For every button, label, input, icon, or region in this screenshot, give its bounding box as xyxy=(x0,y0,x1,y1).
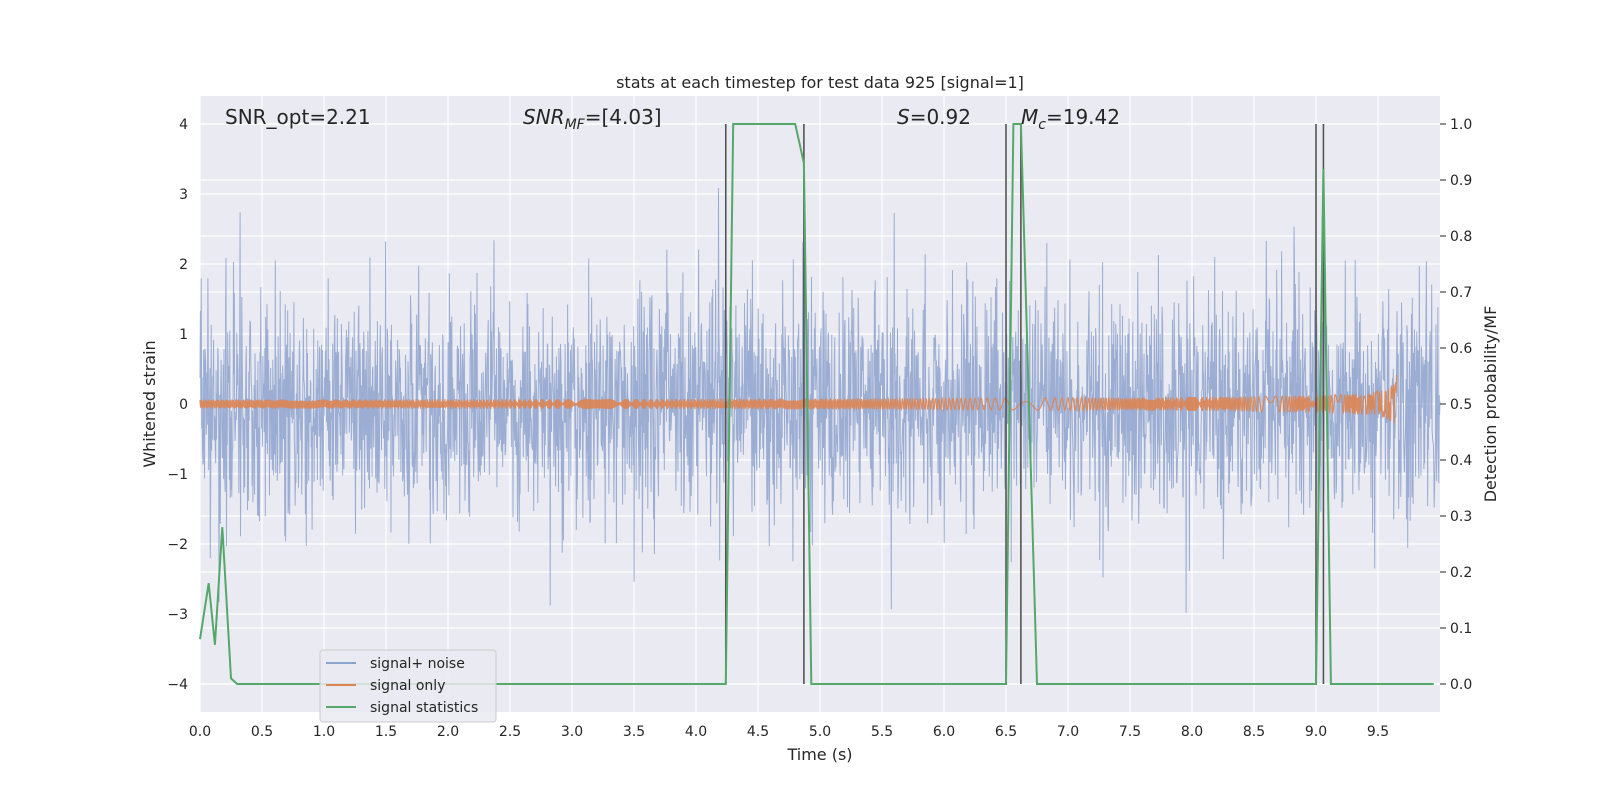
x-tick-label: 0.0 xyxy=(189,724,211,740)
y-right-tick-label: 0.7 xyxy=(1450,285,1472,301)
x-tick-label: 8.0 xyxy=(1181,724,1203,740)
x-tick-label: 7.0 xyxy=(1057,724,1079,740)
y-left-tick-label: −2 xyxy=(167,537,188,553)
signal-statistics-line xyxy=(199,123,1434,685)
x-tick-label: 8.5 xyxy=(1243,724,1265,740)
x-tick-label: 3.0 xyxy=(561,724,583,740)
x-tick-label: 3.5 xyxy=(623,724,645,740)
x-tick-label: 4.0 xyxy=(685,724,707,740)
s-annotation: S=0.92 xyxy=(897,105,971,129)
x-tick-label: 1.5 xyxy=(375,724,397,740)
legend-label-signal-statistics: signal statistics xyxy=(370,700,478,716)
y-left-tick-label: 2 xyxy=(179,257,188,273)
x-tick-label: 7.5 xyxy=(1119,724,1141,740)
x-tick-label: 2.5 xyxy=(499,724,521,740)
x-axis-ticks: 0.0 0.5 1.0 1.5 2.0 2.5 3.0 3.5 4.0 4.5 5.0 5.5 6.0 6… xyxy=(189,724,1389,740)
y-left-tick-label: 1 xyxy=(179,327,188,343)
x-tick-label: 2.0 xyxy=(437,724,459,740)
y-left-tick-label: 3 xyxy=(179,187,188,203)
legend: signal+ noise signal only signal statist… xyxy=(319,649,497,723)
y-right-tick-label: 1.0 xyxy=(1450,117,1472,133)
snr-mf-annotation: SNRMF=[4.03] xyxy=(523,105,662,133)
x-tick-label: 9.5 xyxy=(1367,724,1389,740)
y-right-tick-label: 0.6 xyxy=(1450,341,1472,357)
x-tick-label: 5.0 xyxy=(809,724,831,740)
y-right-tick-label: 0.0 xyxy=(1450,677,1472,693)
snr-opt-annotation: SNR_opt=2.21 xyxy=(225,105,371,129)
x-tick-label: 6.0 xyxy=(933,724,955,740)
y-left-tick-label: 4 xyxy=(179,117,188,133)
x-tick-label: 5.5 xyxy=(871,724,893,740)
signal-only-series xyxy=(199,374,1398,424)
x-axis-label: Time (s) xyxy=(786,745,852,764)
signal-statistics-series xyxy=(199,123,1434,685)
y-left-axis-label: Whitened strain xyxy=(140,340,159,467)
y-right-tick-label: 0.3 xyxy=(1450,509,1472,525)
y-left-tick-label: 0 xyxy=(179,397,188,413)
y-right-axis-ticks: 1.0 0.9 0.8 0.7 0.6 0.5 0.4 0.3 0.2 0.1 0.0 xyxy=(1440,117,1472,693)
y-right-tick-label: 0.4 xyxy=(1450,453,1472,469)
y-right-tick-label: 0.5 xyxy=(1450,397,1472,413)
y-left-tick-label: −4 xyxy=(167,677,188,693)
legend-box xyxy=(319,649,497,723)
legend-label-signal-plus-noise: signal+ noise xyxy=(370,656,465,672)
y-right-tick-label: 0.9 xyxy=(1450,173,1472,189)
y-right-axis-label: Detection probability/MF xyxy=(1481,306,1500,503)
mc-annotation: Mc=19.42 xyxy=(1021,105,1120,133)
signal-only-line xyxy=(199,374,1398,424)
y-left-tick-label: −3 xyxy=(167,607,188,623)
y-right-tick-label: 0.1 xyxy=(1450,621,1472,637)
x-tick-label: 9.0 xyxy=(1305,724,1327,740)
x-tick-label: 0.5 xyxy=(251,724,273,740)
y-right-tick-label: 0.8 xyxy=(1450,229,1472,245)
x-tick-label: 6.5 xyxy=(995,724,1017,740)
y-right-tick-label: 0.2 xyxy=(1450,565,1472,581)
y-left-axis-ticks: 4 3 2 1 0 −1 −2 −3 −4 xyxy=(167,117,188,693)
legend-label-signal-only: signal only xyxy=(370,678,445,694)
x-tick-label: 4.5 xyxy=(747,724,769,740)
chart-title: stats at each timestep for test data 925… xyxy=(616,73,1024,92)
y-left-tick-label: −1 xyxy=(167,467,188,483)
x-tick-label: 1.0 xyxy=(313,724,335,740)
